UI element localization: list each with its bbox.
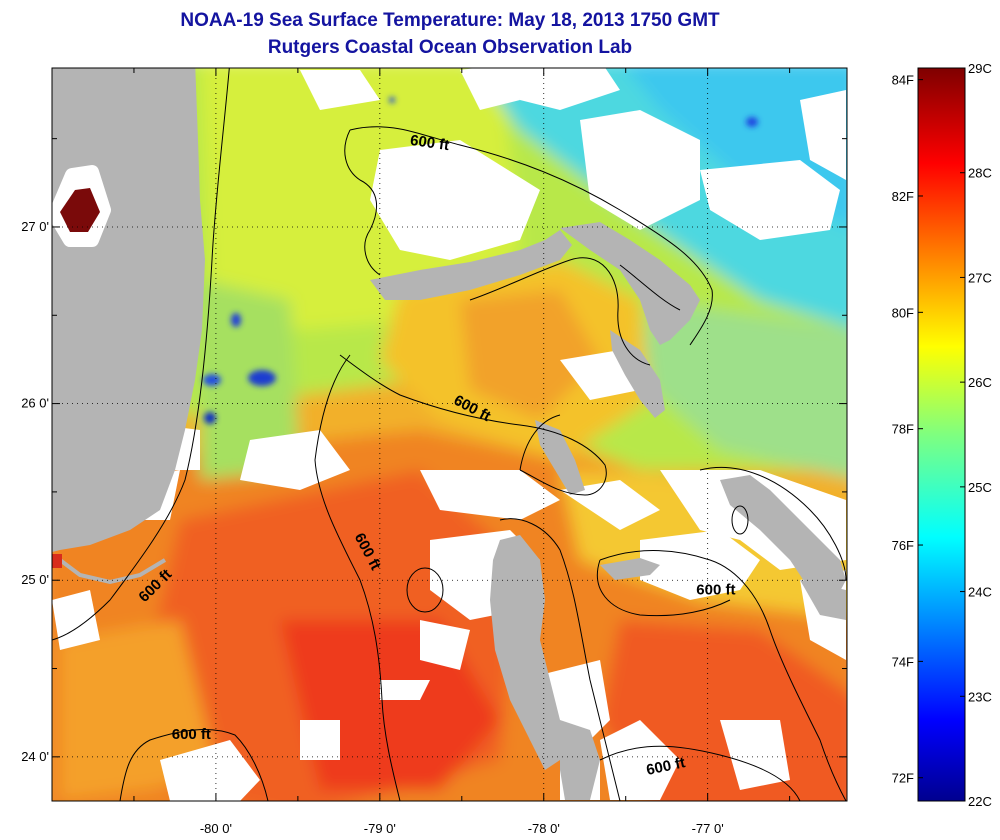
- lon-tick-label: -77 0': [692, 821, 724, 836]
- cloud-mask: [52, 68, 846, 801]
- contour-label-600ft: 600 ft: [409, 132, 450, 154]
- colorbar-label-f: 82F: [892, 189, 914, 204]
- lat-tick-label: 26 0': [21, 396, 49, 411]
- contour-label-600ft: 600 ft: [172, 726, 211, 743]
- lat-lon-grid: [52, 68, 847, 801]
- colorbar-label-f: 76F: [892, 538, 914, 553]
- colorbar-label-c: 23C: [968, 689, 992, 704]
- bathymetry-contours: [52, 68, 847, 801]
- colorbar-label-c: 27C: [968, 270, 992, 285]
- colorbar-label-f: 80F: [892, 305, 914, 320]
- lat-tick-label: 25 0': [21, 572, 49, 587]
- colorbar-label-f: 72F: [892, 771, 914, 786]
- contour-label-600ft: 600 ft: [696, 581, 735, 598]
- colorbar-ticks: 29C 28C 27C 26C 25C 24C 23C 22C 84F 82F 80F 78F 76F 7…: [892, 61, 992, 809]
- map-frame: [51, 67, 848, 802]
- map-title: NOAA-19 Sea Surface Temperature: May 18,…: [180, 10, 720, 31]
- lon-tick-label: -79 0': [364, 821, 396, 836]
- lon-tick-label: -78 0': [528, 821, 560, 836]
- colorbar-gradient: [917, 67, 966, 802]
- axis-ticks: [52, 68, 847, 801]
- colorbar-label-f: 84F: [892, 73, 914, 88]
- colorbar-label-f: 78F: [892, 422, 914, 437]
- colorbar-label-c: 29C: [968, 61, 992, 76]
- land-florida: [52, 68, 205, 585]
- colorbar-label-c: 25C: [968, 480, 992, 495]
- lat-tick-label: 24 0': [21, 749, 49, 764]
- lat-tick-label: 27 0': [21, 219, 49, 234]
- colorbar-label-f: 74F: [892, 654, 914, 669]
- colorbar: 29C 28C 27C 26C 25C 24C 23C 22C 84F 82F 80F 78F 76F 7…: [892, 61, 992, 809]
- colorbar-label-c: 28C: [968, 166, 992, 181]
- lon-tick-label: -80 0': [200, 821, 232, 836]
- colorbar-label-c: 24C: [968, 585, 992, 600]
- map-subtitle: Rutgers Coastal Ocean Observation Lab: [267, 37, 633, 58]
- colorbar-label-c: 22C: [968, 794, 992, 809]
- axis-labels: -80 0' -79 0' -78 0' -77 0' 27 0' 26 0' 25 0' 2…: [21, 219, 724, 836]
- colorbar-label-c: 26C: [968, 375, 992, 390]
- land-bahamas: [370, 222, 846, 800]
